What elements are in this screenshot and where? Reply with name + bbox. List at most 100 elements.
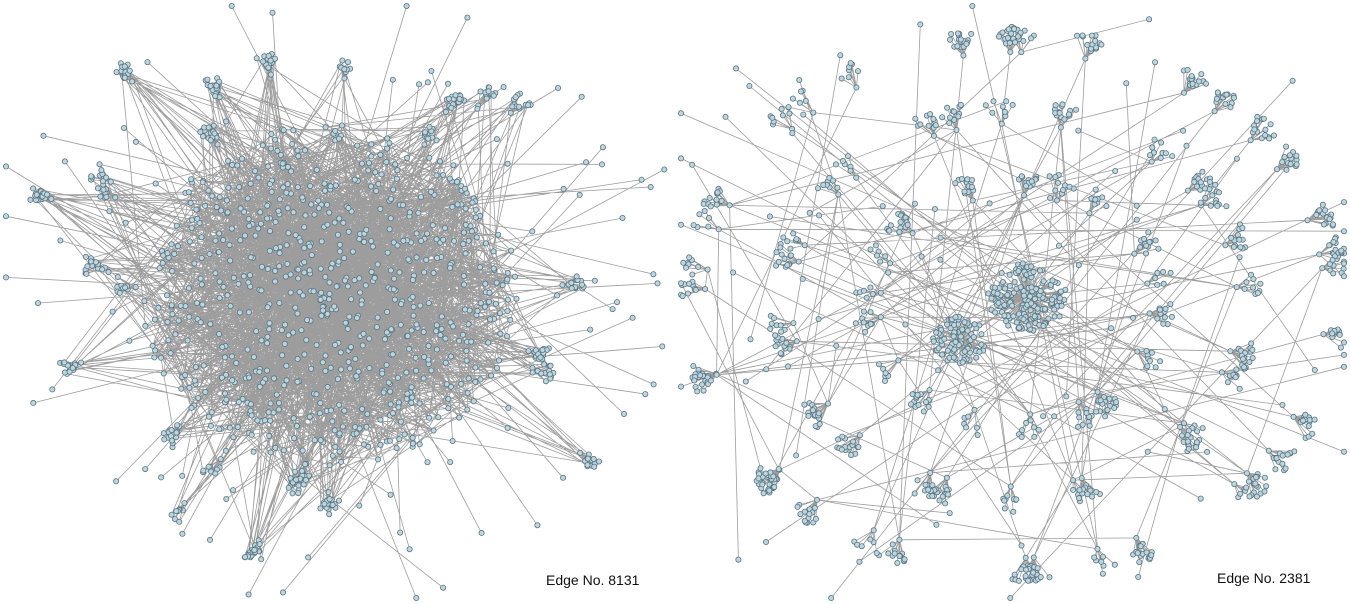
graph-node — [1151, 136, 1158, 143]
graph-node — [474, 105, 481, 112]
graph-node — [485, 339, 492, 346]
graph-node — [463, 347, 470, 354]
graph-node — [925, 122, 932, 129]
graph-node — [599, 144, 606, 151]
graph-node — [464, 14, 471, 21]
graph-node — [351, 277, 358, 284]
graph-node — [447, 264, 454, 271]
graph-node — [453, 178, 460, 185]
graph-node — [1075, 398, 1082, 405]
graph-node — [834, 184, 841, 191]
graph-node — [730, 269, 737, 276]
graph-node — [456, 414, 463, 421]
graph-node — [291, 468, 298, 475]
graph-node — [284, 260, 291, 267]
graph-node — [193, 206, 200, 213]
graph-node — [347, 344, 354, 351]
graph-node — [276, 263, 283, 270]
graph-node — [238, 155, 245, 162]
graph-node — [66, 368, 73, 375]
graph-node — [1052, 187, 1059, 194]
graph-node — [301, 269, 308, 276]
graph-node — [944, 347, 951, 354]
graph-node — [362, 282, 369, 289]
graph-node — [313, 391, 320, 398]
graph-node — [396, 436, 403, 443]
graph-node — [493, 136, 500, 143]
graph-node — [1130, 314, 1137, 321]
graph-node — [629, 314, 636, 321]
graph-node — [679, 293, 686, 300]
graph-node — [1005, 322, 1012, 329]
graph-node — [126, 337, 133, 344]
graph-node — [790, 230, 797, 237]
graph-node — [1199, 425, 1206, 432]
graph-node — [464, 406, 471, 413]
graph-node — [847, 60, 854, 67]
graph-node — [1248, 340, 1255, 347]
graph-node — [261, 417, 268, 424]
graph-node — [392, 161, 399, 168]
graph-node — [775, 466, 782, 473]
graph-node — [223, 495, 230, 502]
graph-node — [939, 351, 946, 358]
graph-node — [1316, 207, 1323, 214]
graph-node — [1286, 152, 1293, 159]
graph-node — [583, 159, 590, 166]
graph-node — [1079, 421, 1086, 428]
graph-node — [405, 345, 412, 352]
graph-node — [155, 304, 162, 311]
graph-node — [199, 179, 206, 186]
graph-node — [925, 486, 932, 493]
graph-node — [344, 283, 351, 290]
graph-node — [1088, 32, 1095, 39]
graph-node — [339, 57, 346, 64]
graph-node — [638, 176, 645, 183]
graph-node — [318, 289, 325, 296]
graph-node — [40, 132, 47, 139]
graph-node — [386, 226, 393, 233]
graph-node — [1287, 160, 1294, 167]
graph-node — [299, 447, 306, 454]
graph-node — [222, 371, 229, 378]
graph-node — [917, 121, 924, 128]
graph-node — [504, 424, 511, 431]
graph-node — [248, 431, 255, 438]
graph-node — [377, 441, 384, 448]
graph-node — [856, 558, 863, 565]
graph-node — [152, 180, 159, 187]
graph-node — [442, 359, 449, 366]
graph-node — [356, 502, 363, 509]
graph-node — [1233, 366, 1240, 373]
graph-node — [1093, 408, 1100, 415]
graph-node — [319, 359, 326, 366]
graph-node — [783, 339, 790, 346]
graph-node — [321, 180, 328, 187]
graph-node — [332, 443, 339, 450]
graph-node — [525, 348, 532, 355]
graph-node — [417, 194, 424, 201]
graph-node — [306, 413, 313, 420]
graph-node — [267, 417, 274, 424]
graph-node — [477, 264, 484, 271]
graph-node — [272, 245, 279, 252]
graph-node — [982, 102, 989, 109]
graph-node — [1017, 284, 1024, 291]
graph-node — [1143, 347, 1150, 354]
graph-node — [69, 364, 76, 371]
graph-node — [1023, 566, 1030, 573]
graph-node — [495, 357, 502, 364]
graph-node — [992, 309, 999, 316]
graph-node — [1040, 322, 1047, 329]
graph-node — [266, 181, 273, 188]
graph-node — [334, 231, 341, 238]
graph-node — [576, 191, 583, 198]
graph-node — [223, 396, 230, 403]
graph-node — [1203, 80, 1210, 87]
graph-node — [372, 169, 379, 176]
graph-node — [436, 158, 443, 165]
graph-node — [317, 400, 324, 407]
graph-node — [460, 241, 467, 248]
graph-node — [326, 511, 333, 518]
graph-node — [1320, 221, 1327, 228]
